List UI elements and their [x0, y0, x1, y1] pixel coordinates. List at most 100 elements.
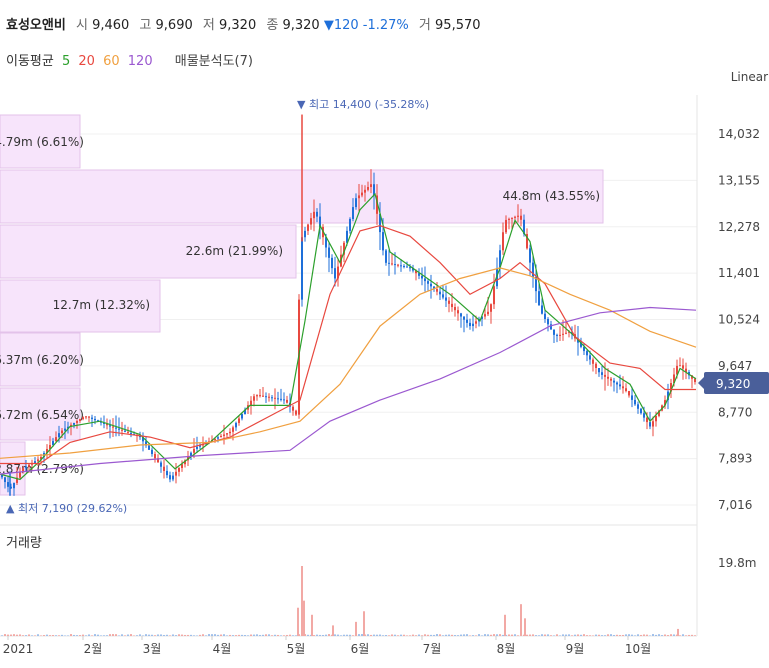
- candle-body: [22, 468, 24, 473]
- volume-bar: [667, 635, 669, 636]
- candle-body: [583, 346, 585, 352]
- volume-bar: [442, 635, 444, 636]
- volume-bar: [247, 635, 249, 636]
- candle-body: [397, 264, 399, 266]
- volume-profile-label: 44.8m (43.55%): [503, 189, 600, 203]
- volume-bar: [511, 634, 513, 636]
- volume-bar: [607, 634, 609, 636]
- volume-bar: [349, 634, 351, 636]
- volume-bar: [661, 635, 663, 636]
- candle-body: [658, 410, 660, 416]
- volume-bar: [115, 634, 117, 636]
- volume-bar: [106, 635, 108, 636]
- candle-body: [670, 383, 672, 392]
- candle-body: [487, 311, 489, 315]
- stock-header: 효성오앤비 시 9,460 고 9,690 저 9,320 종 9,320 ▼1…: [6, 14, 481, 33]
- candle-body: [52, 441, 54, 446]
- candle-body: [541, 305, 543, 314]
- candle-body: [103, 422, 105, 424]
- volume-bar: [682, 634, 684, 636]
- volume-bar: [463, 634, 465, 636]
- volume-bars: [1, 566, 696, 636]
- volume-bar: [220, 634, 222, 636]
- volume-bar: [433, 634, 435, 636]
- candle-body: [535, 276, 537, 292]
- candles: [1, 114, 696, 496]
- candle-body: [238, 418, 240, 423]
- volume-bar: [52, 635, 54, 636]
- volume-bar: [49, 635, 51, 636]
- volume-spike: [520, 604, 522, 636]
- volume-bar: [118, 635, 120, 636]
- candle-body: [466, 319, 468, 323]
- ma-line-5: [0, 192, 697, 481]
- volume-spike: [297, 607, 299, 636]
- candle-body: [685, 368, 687, 373]
- candle-body: [121, 429, 123, 431]
- candle-body: [643, 413, 645, 418]
- volume-bar: [109, 634, 111, 636]
- candle-body: [268, 396, 270, 398]
- candle-body: [34, 461, 36, 463]
- volume-bar: [139, 634, 141, 636]
- y-tick-label: 10,524: [718, 313, 760, 327]
- volume-bar: [244, 635, 246, 636]
- candle-body: [325, 237, 327, 248]
- ma20-legend[interactable]: 20: [78, 54, 95, 69]
- volume-bar: [61, 634, 63, 636]
- candle-body: [580, 342, 582, 347]
- volume-bar: [166, 634, 168, 636]
- volume-bar: [619, 634, 621, 636]
- volume-spike: [303, 600, 305, 636]
- volume-bar: [646, 634, 648, 636]
- candle-body: [424, 278, 426, 282]
- candle-body: [445, 297, 447, 301]
- volume-bar: [190, 634, 192, 636]
- candle-body: [502, 232, 504, 251]
- ma120-legend[interactable]: 120: [127, 54, 153, 69]
- volume-bar: [34, 635, 36, 636]
- candle-body: [229, 431, 231, 434]
- volume-bar: [445, 634, 447, 636]
- candle-body: [118, 428, 120, 430]
- volume-profile-toggle[interactable]: 매물분석도(7): [174, 54, 253, 69]
- candle-body: [421, 275, 423, 279]
- volume-bar: [280, 635, 282, 636]
- candle-body: [232, 427, 234, 432]
- ma60-legend[interactable]: 60: [103, 54, 120, 69]
- volume-bar: [337, 634, 339, 636]
- candle-body: [184, 460, 186, 465]
- volume-bar: [274, 634, 276, 636]
- volume-bar: [214, 634, 216, 636]
- candle-body: [163, 466, 165, 471]
- candle-body: [667, 391, 669, 401]
- x-tick-label: 2월: [84, 642, 103, 656]
- candle-body: [253, 396, 255, 401]
- ma5-legend[interactable]: 5: [61, 54, 71, 69]
- volume-bar: [136, 635, 138, 636]
- candle-body: [283, 399, 285, 401]
- candle-body: [505, 219, 507, 233]
- candle-body: [19, 472, 21, 478]
- candle-body: [214, 438, 216, 440]
- volume-bar: [73, 634, 75, 636]
- volume-bar: [112, 634, 114, 636]
- volume-bar: [502, 634, 504, 636]
- scale-label[interactable]: Linear: [731, 70, 768, 84]
- volume-bar: [685, 635, 687, 636]
- volume-bar: [577, 634, 579, 636]
- candle-body: [391, 263, 393, 265]
- volume-bar: [493, 634, 495, 636]
- volume-bar: [334, 634, 336, 636]
- x-tick-label: 3월: [143, 642, 162, 656]
- moving-average-legend: 이동평균 5 20 60 120 매물분석도(7): [6, 50, 257, 69]
- candle-body: [484, 314, 486, 317]
- candle-body: [94, 418, 96, 421]
- candle-body: [655, 415, 657, 422]
- volume-bar: [424, 634, 426, 636]
- volume-bar: [388, 635, 390, 636]
- volume-bar: [529, 634, 531, 636]
- volume-bar: [235, 635, 237, 636]
- y-tick-label: 8,770: [718, 405, 752, 419]
- volume-bar: [121, 634, 123, 636]
